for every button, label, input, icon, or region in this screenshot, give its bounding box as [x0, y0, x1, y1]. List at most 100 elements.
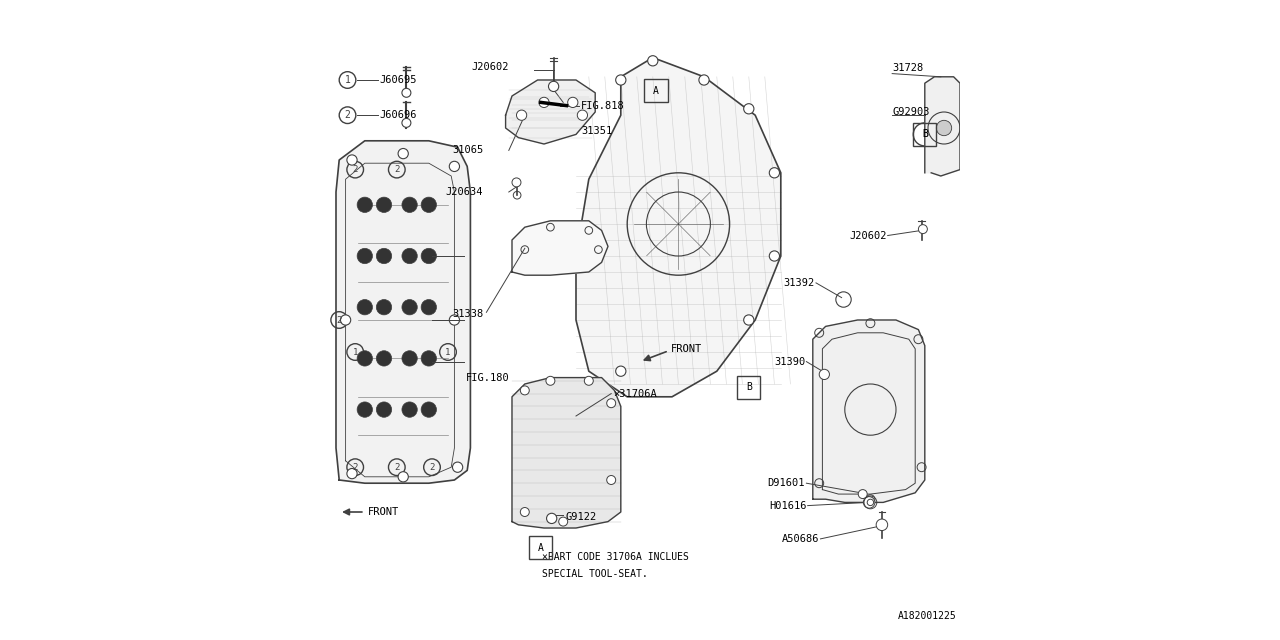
- Text: J60696: J60696: [379, 110, 417, 120]
- Text: A: A: [653, 86, 659, 96]
- Text: 2: 2: [337, 316, 342, 324]
- Text: 31065: 31065: [452, 145, 484, 156]
- Text: 2: 2: [394, 165, 399, 174]
- Circle shape: [616, 75, 626, 85]
- Circle shape: [357, 197, 372, 212]
- Circle shape: [376, 197, 392, 212]
- Circle shape: [769, 168, 780, 178]
- Text: 1: 1: [445, 348, 451, 356]
- Circle shape: [421, 197, 436, 212]
- Text: J20602: J20602: [849, 230, 886, 241]
- Circle shape: [453, 462, 463, 472]
- Text: ×PART CODE 31706A INCLUES: ×PART CODE 31706A INCLUES: [543, 552, 689, 562]
- Text: B: B: [922, 129, 928, 140]
- Circle shape: [347, 155, 357, 165]
- Text: 31728: 31728: [893, 63, 924, 74]
- Circle shape: [376, 248, 392, 264]
- Polygon shape: [512, 221, 608, 275]
- Text: B: B: [746, 382, 751, 392]
- Circle shape: [357, 300, 372, 315]
- Polygon shape: [506, 80, 595, 144]
- Circle shape: [545, 376, 556, 385]
- Circle shape: [559, 517, 568, 526]
- Text: A182001225: A182001225: [899, 611, 957, 621]
- Circle shape: [512, 178, 521, 187]
- Circle shape: [648, 56, 658, 66]
- Circle shape: [744, 315, 754, 325]
- Circle shape: [919, 225, 927, 234]
- Text: 2: 2: [352, 463, 358, 472]
- Text: 1: 1: [344, 75, 351, 85]
- Circle shape: [421, 248, 436, 264]
- Circle shape: [421, 300, 436, 315]
- Circle shape: [347, 468, 357, 479]
- Circle shape: [402, 88, 411, 97]
- Circle shape: [376, 300, 392, 315]
- Polygon shape: [512, 378, 621, 528]
- Circle shape: [616, 366, 626, 376]
- Text: G92903: G92903: [893, 107, 931, 117]
- Circle shape: [421, 351, 436, 366]
- Circle shape: [402, 351, 417, 366]
- Text: 31351: 31351: [581, 126, 612, 136]
- Circle shape: [402, 248, 417, 264]
- Circle shape: [577, 110, 588, 120]
- Circle shape: [357, 248, 372, 264]
- Circle shape: [584, 376, 594, 385]
- Circle shape: [449, 161, 460, 172]
- Circle shape: [937, 120, 952, 136]
- Text: D91601: D91601: [768, 478, 805, 488]
- Circle shape: [769, 251, 780, 261]
- Text: G9122: G9122: [566, 512, 596, 522]
- Text: J60695: J60695: [379, 75, 417, 85]
- Text: 31338: 31338: [452, 308, 484, 319]
- Circle shape: [402, 197, 417, 212]
- Text: 2: 2: [429, 463, 435, 472]
- Circle shape: [864, 497, 876, 508]
- Text: 2: 2: [394, 463, 399, 472]
- Circle shape: [699, 75, 709, 85]
- Text: 2: 2: [344, 110, 351, 120]
- Circle shape: [376, 402, 392, 417]
- Text: 2: 2: [352, 165, 358, 174]
- Polygon shape: [335, 141, 471, 483]
- Circle shape: [357, 402, 372, 417]
- Circle shape: [357, 351, 372, 366]
- Text: H01616: H01616: [769, 500, 806, 511]
- Circle shape: [607, 476, 616, 484]
- Circle shape: [376, 351, 392, 366]
- Circle shape: [402, 402, 417, 417]
- Text: A50686: A50686: [782, 534, 819, 544]
- Text: FRONT: FRONT: [671, 344, 701, 354]
- Circle shape: [549, 81, 559, 92]
- Circle shape: [568, 97, 579, 108]
- Polygon shape: [924, 77, 960, 176]
- Text: FIG.818: FIG.818: [581, 100, 625, 111]
- Circle shape: [539, 97, 549, 108]
- Circle shape: [398, 472, 408, 482]
- Text: J20602: J20602: [471, 62, 508, 72]
- Circle shape: [340, 315, 351, 325]
- Circle shape: [398, 148, 408, 159]
- Circle shape: [402, 118, 411, 127]
- Circle shape: [744, 104, 754, 114]
- Circle shape: [859, 490, 868, 499]
- Circle shape: [547, 513, 557, 524]
- Circle shape: [876, 519, 888, 531]
- Circle shape: [819, 369, 829, 380]
- Text: SPECIAL TOOL-SEAT.: SPECIAL TOOL-SEAT.: [543, 569, 648, 579]
- Text: FIG.180: FIG.180: [466, 372, 509, 383]
- Circle shape: [402, 300, 417, 315]
- Text: 31392: 31392: [783, 278, 815, 288]
- Text: A: A: [538, 543, 544, 553]
- Circle shape: [421, 402, 436, 417]
- Circle shape: [520, 386, 530, 395]
- Text: FRONT: FRONT: [369, 507, 399, 517]
- Text: 1: 1: [352, 348, 358, 356]
- Text: 31390: 31390: [774, 356, 805, 367]
- Text: ×31706A: ×31706A: [613, 388, 657, 399]
- Text: B: B: [922, 129, 928, 140]
- Circle shape: [449, 315, 460, 325]
- Circle shape: [517, 110, 527, 120]
- Text: J20634: J20634: [445, 187, 484, 197]
